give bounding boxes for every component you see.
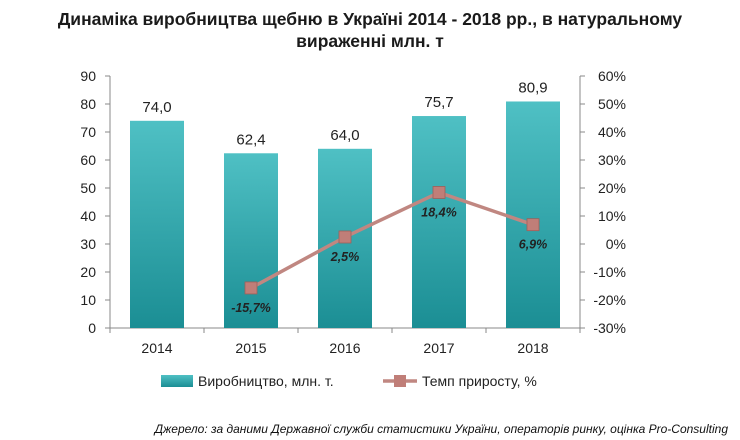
- x-tick-label: 2017: [423, 340, 454, 356]
- bar-value-label: 64,0: [330, 127, 359, 144]
- x-tick-label: 2014: [141, 340, 172, 356]
- bar: [506, 101, 560, 328]
- chart-title-line-2: вираженні млн. т: [296, 31, 444, 51]
- chart-title: Динаміка виробництва щебню в Україні 201…: [0, 8, 740, 52]
- legend-bar-label: Виробництво, млн. т.: [198, 373, 334, 389]
- x-tick-label: 2018: [517, 340, 548, 356]
- y-left-tick-label: 10: [80, 292, 96, 308]
- y-right-tick-label: 50%: [598, 96, 626, 112]
- bar-series: 74,0 62,4 64,0 75,7 80,9: [130, 79, 560, 328]
- y-left-tick-label: 70: [80, 124, 96, 140]
- growth-line: [250, 190, 534, 290]
- axes: 0 10 20 30 40 50 60 70 80 90 -30% -20% -10% 0% 10% 20% 3…: [80, 68, 626, 356]
- legend-line-label: Темп приросту, %: [422, 373, 537, 389]
- y-left-tick-label: 90: [80, 68, 96, 84]
- y-left-tick-label: 20: [80, 264, 96, 280]
- y-right-tick-label: -30%: [593, 320, 626, 336]
- growth-line-series: -15,7% 2,5% 18,4% 6,9%: [231, 186, 548, 315]
- growth-marker: [244, 281, 258, 295]
- legend-line-marker: [394, 375, 406, 387]
- y-left-tick-label: 60: [80, 152, 96, 168]
- y-right-tick-label: 0%: [606, 236, 626, 252]
- growth-value-label: 18,4%: [421, 205, 456, 219]
- bar: [130, 120, 184, 328]
- growth-marker: [526, 218, 540, 232]
- chart-title-line-1: Динаміка виробництва щебню в Україні 201…: [57, 9, 683, 29]
- legend: Виробництво, млн. т. Темп приросту, %: [161, 373, 537, 389]
- y-right-tick-label: 40%: [598, 124, 626, 140]
- bar-value-label: 80,9: [518, 79, 547, 96]
- bar: [412, 116, 466, 328]
- bar: [224, 153, 278, 328]
- y-left-tick-label: 40: [80, 208, 96, 224]
- y-left-tick-label: 80: [80, 96, 96, 112]
- y-right-tick-label: -20%: [593, 292, 626, 308]
- y-right-tick-label: 10%: [598, 208, 626, 224]
- y-right-tick-label: 20%: [598, 180, 626, 196]
- y-right-tick-label: 60%: [598, 68, 626, 84]
- x-tick-label: 2016: [329, 340, 360, 356]
- bar-value-label: 75,7: [424, 94, 453, 111]
- y-right-tick-label: 30%: [598, 152, 626, 168]
- y-left-tick-label: 0: [88, 320, 96, 336]
- y-left-tick-label: 30: [80, 236, 96, 252]
- growth-value-label: 2,5%: [330, 250, 360, 264]
- legend-bar-swatch: [161, 375, 193, 387]
- growth-value-label: 6,9%: [519, 238, 548, 252]
- y-right-tick-label: -10%: [593, 264, 626, 280]
- bar-value-label: 62,4: [236, 131, 265, 148]
- source-note: Джерело: за даними Державної служби стат…: [154, 422, 728, 436]
- growth-marker: [338, 230, 352, 244]
- bar-value-label: 74,0: [142, 99, 171, 116]
- growth-marker: [432, 186, 446, 199]
- y-left-tick-label: 50: [80, 180, 96, 196]
- x-tick-label: 2015: [235, 340, 266, 356]
- growth-value-label: -15,7%: [231, 301, 271, 315]
